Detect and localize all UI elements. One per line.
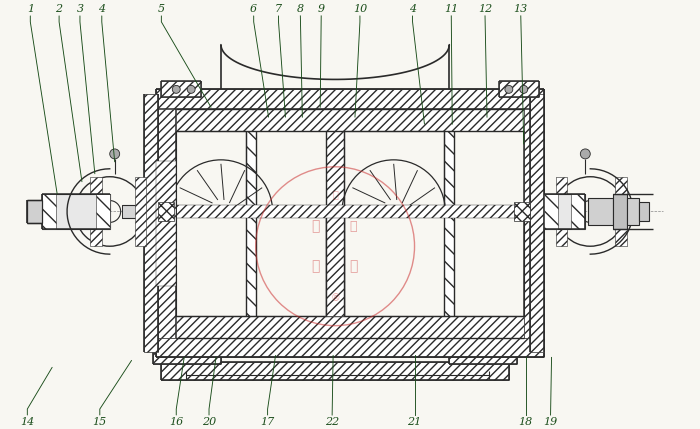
Text: 22: 22 <box>325 417 340 427</box>
Bar <box>524 205 578 218</box>
Bar <box>246 109 256 338</box>
Text: 19: 19 <box>543 417 558 427</box>
Bar <box>176 316 524 338</box>
Bar <box>156 161 176 286</box>
Bar <box>42 193 56 230</box>
Bar <box>158 202 174 221</box>
Bar <box>176 205 524 218</box>
Text: 15: 15 <box>92 417 107 427</box>
Text: ®: ® <box>330 293 340 303</box>
Bar <box>122 205 176 218</box>
Bar <box>344 217 524 316</box>
Bar <box>524 109 544 338</box>
Circle shape <box>580 149 590 159</box>
Text: 16: 16 <box>169 417 183 427</box>
Text: 13: 13 <box>514 4 528 14</box>
Bar <box>499 82 538 97</box>
Bar <box>613 193 627 230</box>
Bar <box>627 198 639 225</box>
Bar <box>344 131 444 206</box>
Text: 海: 海 <box>311 219 319 233</box>
Bar <box>544 193 557 230</box>
Bar <box>162 82 201 97</box>
Text: 水: 水 <box>311 259 319 273</box>
Text: 7: 7 <box>275 4 282 14</box>
Text: 涵: 涵 <box>349 220 357 233</box>
Bar <box>326 217 344 316</box>
Bar <box>176 109 524 131</box>
Circle shape <box>505 85 513 94</box>
Text: 4: 4 <box>409 4 416 14</box>
Text: 21: 21 <box>407 417 421 427</box>
Bar <box>556 177 568 246</box>
Circle shape <box>172 85 180 94</box>
Text: 2: 2 <box>55 4 63 14</box>
Bar <box>156 338 544 357</box>
Bar <box>144 94 158 353</box>
Bar <box>42 193 110 230</box>
Text: 17: 17 <box>260 417 274 427</box>
Text: 1: 1 <box>27 4 34 14</box>
Bar <box>588 198 613 225</box>
Bar <box>176 131 246 206</box>
Bar <box>530 94 544 353</box>
Bar <box>156 89 544 109</box>
Text: 4: 4 <box>98 4 106 14</box>
Text: 18: 18 <box>519 417 533 427</box>
Bar <box>326 109 344 338</box>
Bar <box>615 177 627 246</box>
Bar <box>444 109 454 338</box>
Text: 5: 5 <box>158 4 165 14</box>
Bar <box>153 353 221 364</box>
Bar <box>639 202 649 221</box>
Text: 8: 8 <box>297 4 304 14</box>
Bar <box>162 363 509 380</box>
Text: 14: 14 <box>20 417 34 427</box>
Bar <box>27 199 42 224</box>
Text: 10: 10 <box>353 4 367 14</box>
Text: 泵: 泵 <box>349 259 357 273</box>
Text: 3: 3 <box>76 4 83 14</box>
Bar <box>90 177 102 246</box>
Text: 合: 合 <box>332 190 338 199</box>
Text: 6: 6 <box>250 4 258 14</box>
Bar <box>544 193 585 230</box>
Bar <box>156 109 176 338</box>
Circle shape <box>520 85 528 94</box>
Text: 9: 9 <box>318 4 325 14</box>
Text: 20: 20 <box>202 417 216 427</box>
Text: 11: 11 <box>444 4 458 14</box>
Text: 12: 12 <box>478 4 492 14</box>
Bar <box>514 202 530 221</box>
Circle shape <box>110 149 120 159</box>
Bar <box>96 193 110 230</box>
Bar <box>134 177 146 246</box>
Circle shape <box>187 85 195 94</box>
Bar <box>176 217 326 316</box>
Bar <box>571 193 585 230</box>
Bar <box>449 353 517 364</box>
